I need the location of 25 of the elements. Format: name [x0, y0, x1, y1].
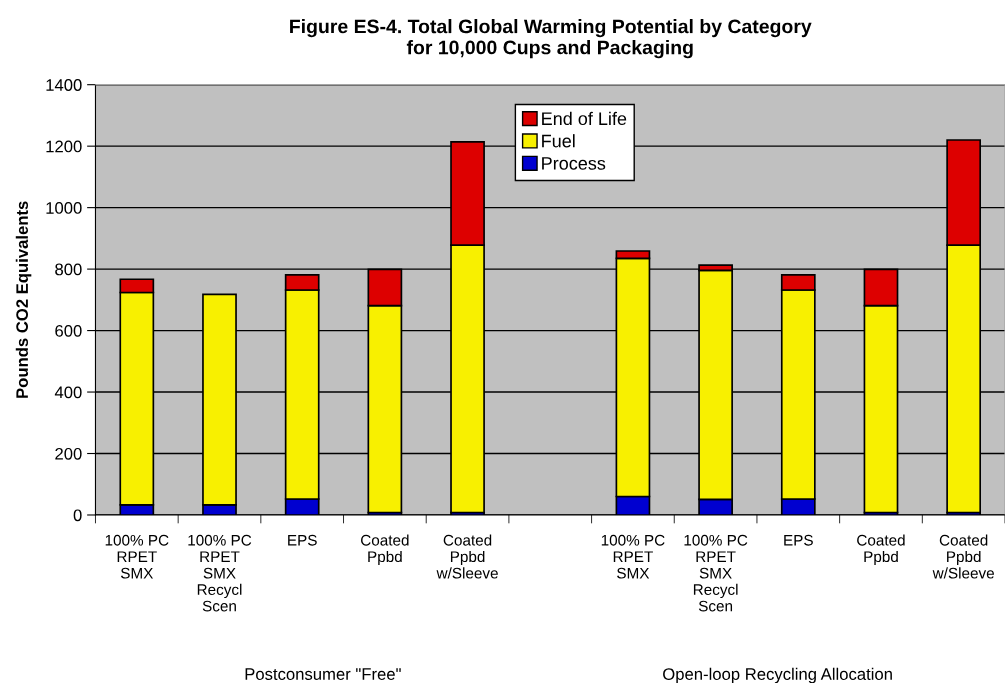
x-tick-label: Coated Ppbd w/Sleeve — [932, 534, 994, 579]
x-tick-label: EPS — [288, 534, 317, 546]
x-tick-label: EPS — [784, 534, 813, 546]
legend-label: End of Life — [542, 111, 627, 126]
x-tick-label: Coated Ppbd — [857, 534, 905, 566]
y-tick-label: 200 — [55, 447, 82, 460]
y-tick-label: 1200 — [46, 140, 82, 153]
y-tick-label: 400 — [54, 386, 82, 399]
chart-title: Figure ES-4. Total Global Warming Potential by Category for 10,000 Cups and Packaging — [290, 19, 812, 59]
x-tick-label: Coated Ppbd w/Sleeve — [436, 534, 498, 579]
y-tick-label: 1400 — [46, 79, 82, 91]
y-axis-title: Pounds CO2 Equivalents — [15, 201, 32, 398]
x-tick-label: 100% PC RPET SMX Recycl Scen — [684, 534, 748, 612]
text: Open-loop Recycling Allocation — [663, 667, 892, 683]
y-tick-label: 0 — [73, 509, 82, 522]
legend-label: Fuel — [542, 134, 575, 148]
x-tick-label: Coated Ppbd — [361, 534, 409, 566]
legend-label: Process — [542, 157, 606, 170]
x-tick-label: 100% PC RPET SMX — [105, 534, 169, 579]
text: Postconsumer "Free" — [245, 668, 401, 680]
x-tick-label: 100% PC RPET SMX — [601, 534, 665, 579]
y-tick-label: 600 — [55, 324, 82, 337]
x-tick-label: 100% PC RPET SMX Recycl Scen — [188, 534, 252, 612]
y-tick-label: 1000 — [46, 202, 82, 214]
y-tick-label: 800 — [55, 263, 82, 276]
